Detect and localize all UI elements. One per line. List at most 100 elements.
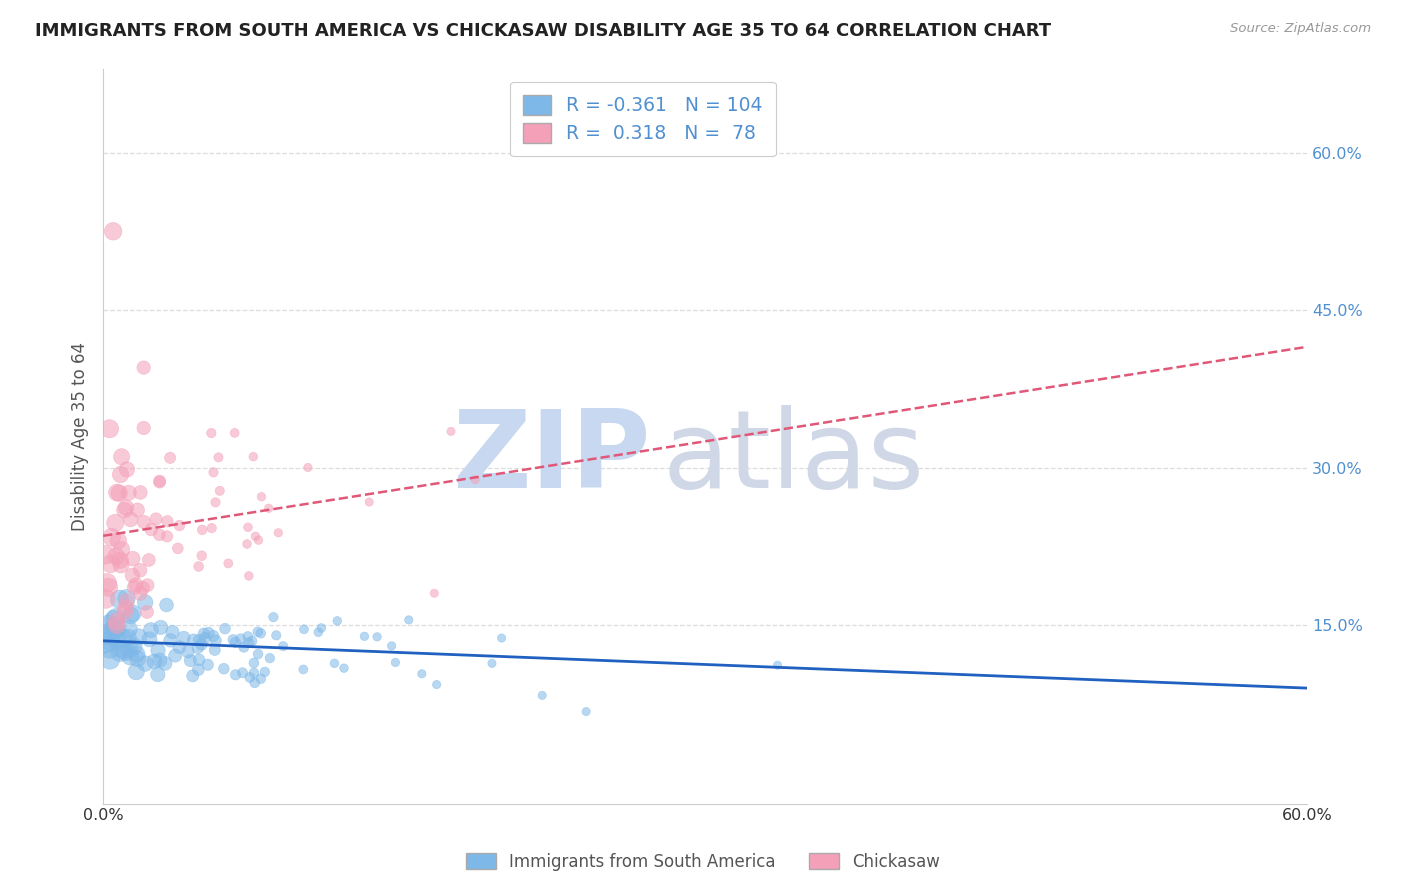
- Point: [120, 608, 142, 623]
- Point: [326, 614, 349, 628]
- Point: [114, 605, 136, 619]
- Point: [149, 475, 172, 489]
- Point: [149, 653, 172, 667]
- Point: [105, 549, 128, 564]
- Point: [129, 563, 152, 577]
- Y-axis label: Disability Age 35 to 64: Disability Age 35 to 64: [72, 342, 89, 531]
- Point: [202, 629, 225, 643]
- Point: [202, 466, 225, 480]
- Point: [110, 553, 132, 567]
- Point: [359, 495, 381, 509]
- Point: [156, 529, 179, 543]
- Point: [239, 670, 262, 684]
- Point: [242, 450, 264, 464]
- Point: [205, 633, 228, 648]
- Point: [105, 634, 128, 648]
- Point: [105, 622, 128, 636]
- Point: [94, 636, 117, 650]
- Point: [191, 523, 214, 537]
- Point: [121, 606, 143, 620]
- Point: [246, 624, 269, 639]
- Point: [197, 625, 219, 640]
- Point: [225, 668, 247, 682]
- Point: [162, 625, 184, 640]
- Point: [94, 548, 117, 562]
- Point: [194, 631, 217, 645]
- Point: [224, 425, 246, 440]
- Point: [207, 450, 229, 465]
- Point: [250, 490, 273, 504]
- Point: [121, 568, 143, 582]
- Point: [187, 663, 209, 677]
- Point: [118, 485, 141, 500]
- Point: [103, 621, 125, 635]
- Point: [249, 626, 271, 640]
- Point: [208, 483, 231, 498]
- Text: atlas: atlas: [664, 405, 925, 511]
- Point: [183, 632, 205, 647]
- Point: [108, 486, 131, 500]
- Point: [100, 530, 122, 544]
- Point: [129, 586, 152, 600]
- Point: [114, 600, 136, 615]
- Point: [98, 628, 121, 642]
- Point: [105, 485, 128, 500]
- Point: [159, 450, 181, 465]
- Point: [243, 676, 266, 690]
- Point: [138, 553, 160, 567]
- Point: [122, 639, 145, 653]
- Point: [243, 665, 266, 680]
- Text: Source: ZipAtlas.com: Source: ZipAtlas.com: [1230, 22, 1371, 36]
- Point: [323, 657, 346, 671]
- Point: [125, 647, 148, 661]
- Point: [222, 632, 245, 647]
- Point: [98, 422, 121, 436]
- Point: [169, 640, 191, 654]
- Point: [139, 623, 162, 637]
- Point: [111, 631, 134, 645]
- Point: [134, 595, 156, 609]
- Point: [243, 656, 266, 670]
- Point: [297, 460, 319, 475]
- Point: [111, 642, 134, 657]
- Point: [398, 613, 420, 627]
- Point: [217, 557, 239, 571]
- Point: [118, 622, 141, 636]
- Point: [136, 605, 159, 619]
- Point: [94, 591, 117, 606]
- Point: [98, 641, 121, 656]
- Point: [115, 591, 138, 606]
- Point: [187, 640, 209, 655]
- Point: [245, 529, 267, 543]
- Point: [236, 520, 259, 534]
- Point: [247, 647, 270, 661]
- Point: [118, 642, 141, 657]
- Point: [236, 630, 259, 644]
- Point: [491, 631, 513, 645]
- Point: [121, 551, 143, 566]
- Point: [240, 634, 263, 648]
- Point: [107, 533, 129, 548]
- Point: [426, 677, 449, 691]
- Point: [114, 645, 136, 659]
- Point: [110, 450, 132, 464]
- Point: [127, 651, 149, 665]
- Point: [190, 549, 212, 563]
- Point: [141, 523, 163, 537]
- Point: [440, 425, 463, 439]
- Point: [200, 425, 222, 440]
- Point: [197, 657, 219, 672]
- Point: [292, 663, 315, 677]
- Point: [134, 657, 156, 671]
- Point: [127, 503, 149, 517]
- Point: [531, 689, 554, 703]
- Point: [193, 626, 215, 640]
- Point: [115, 500, 138, 515]
- Point: [224, 635, 246, 649]
- Point: [464, 473, 486, 487]
- Point: [111, 542, 134, 557]
- Point: [117, 631, 139, 645]
- Point: [267, 525, 290, 540]
- Point: [104, 611, 127, 625]
- Point: [125, 665, 148, 679]
